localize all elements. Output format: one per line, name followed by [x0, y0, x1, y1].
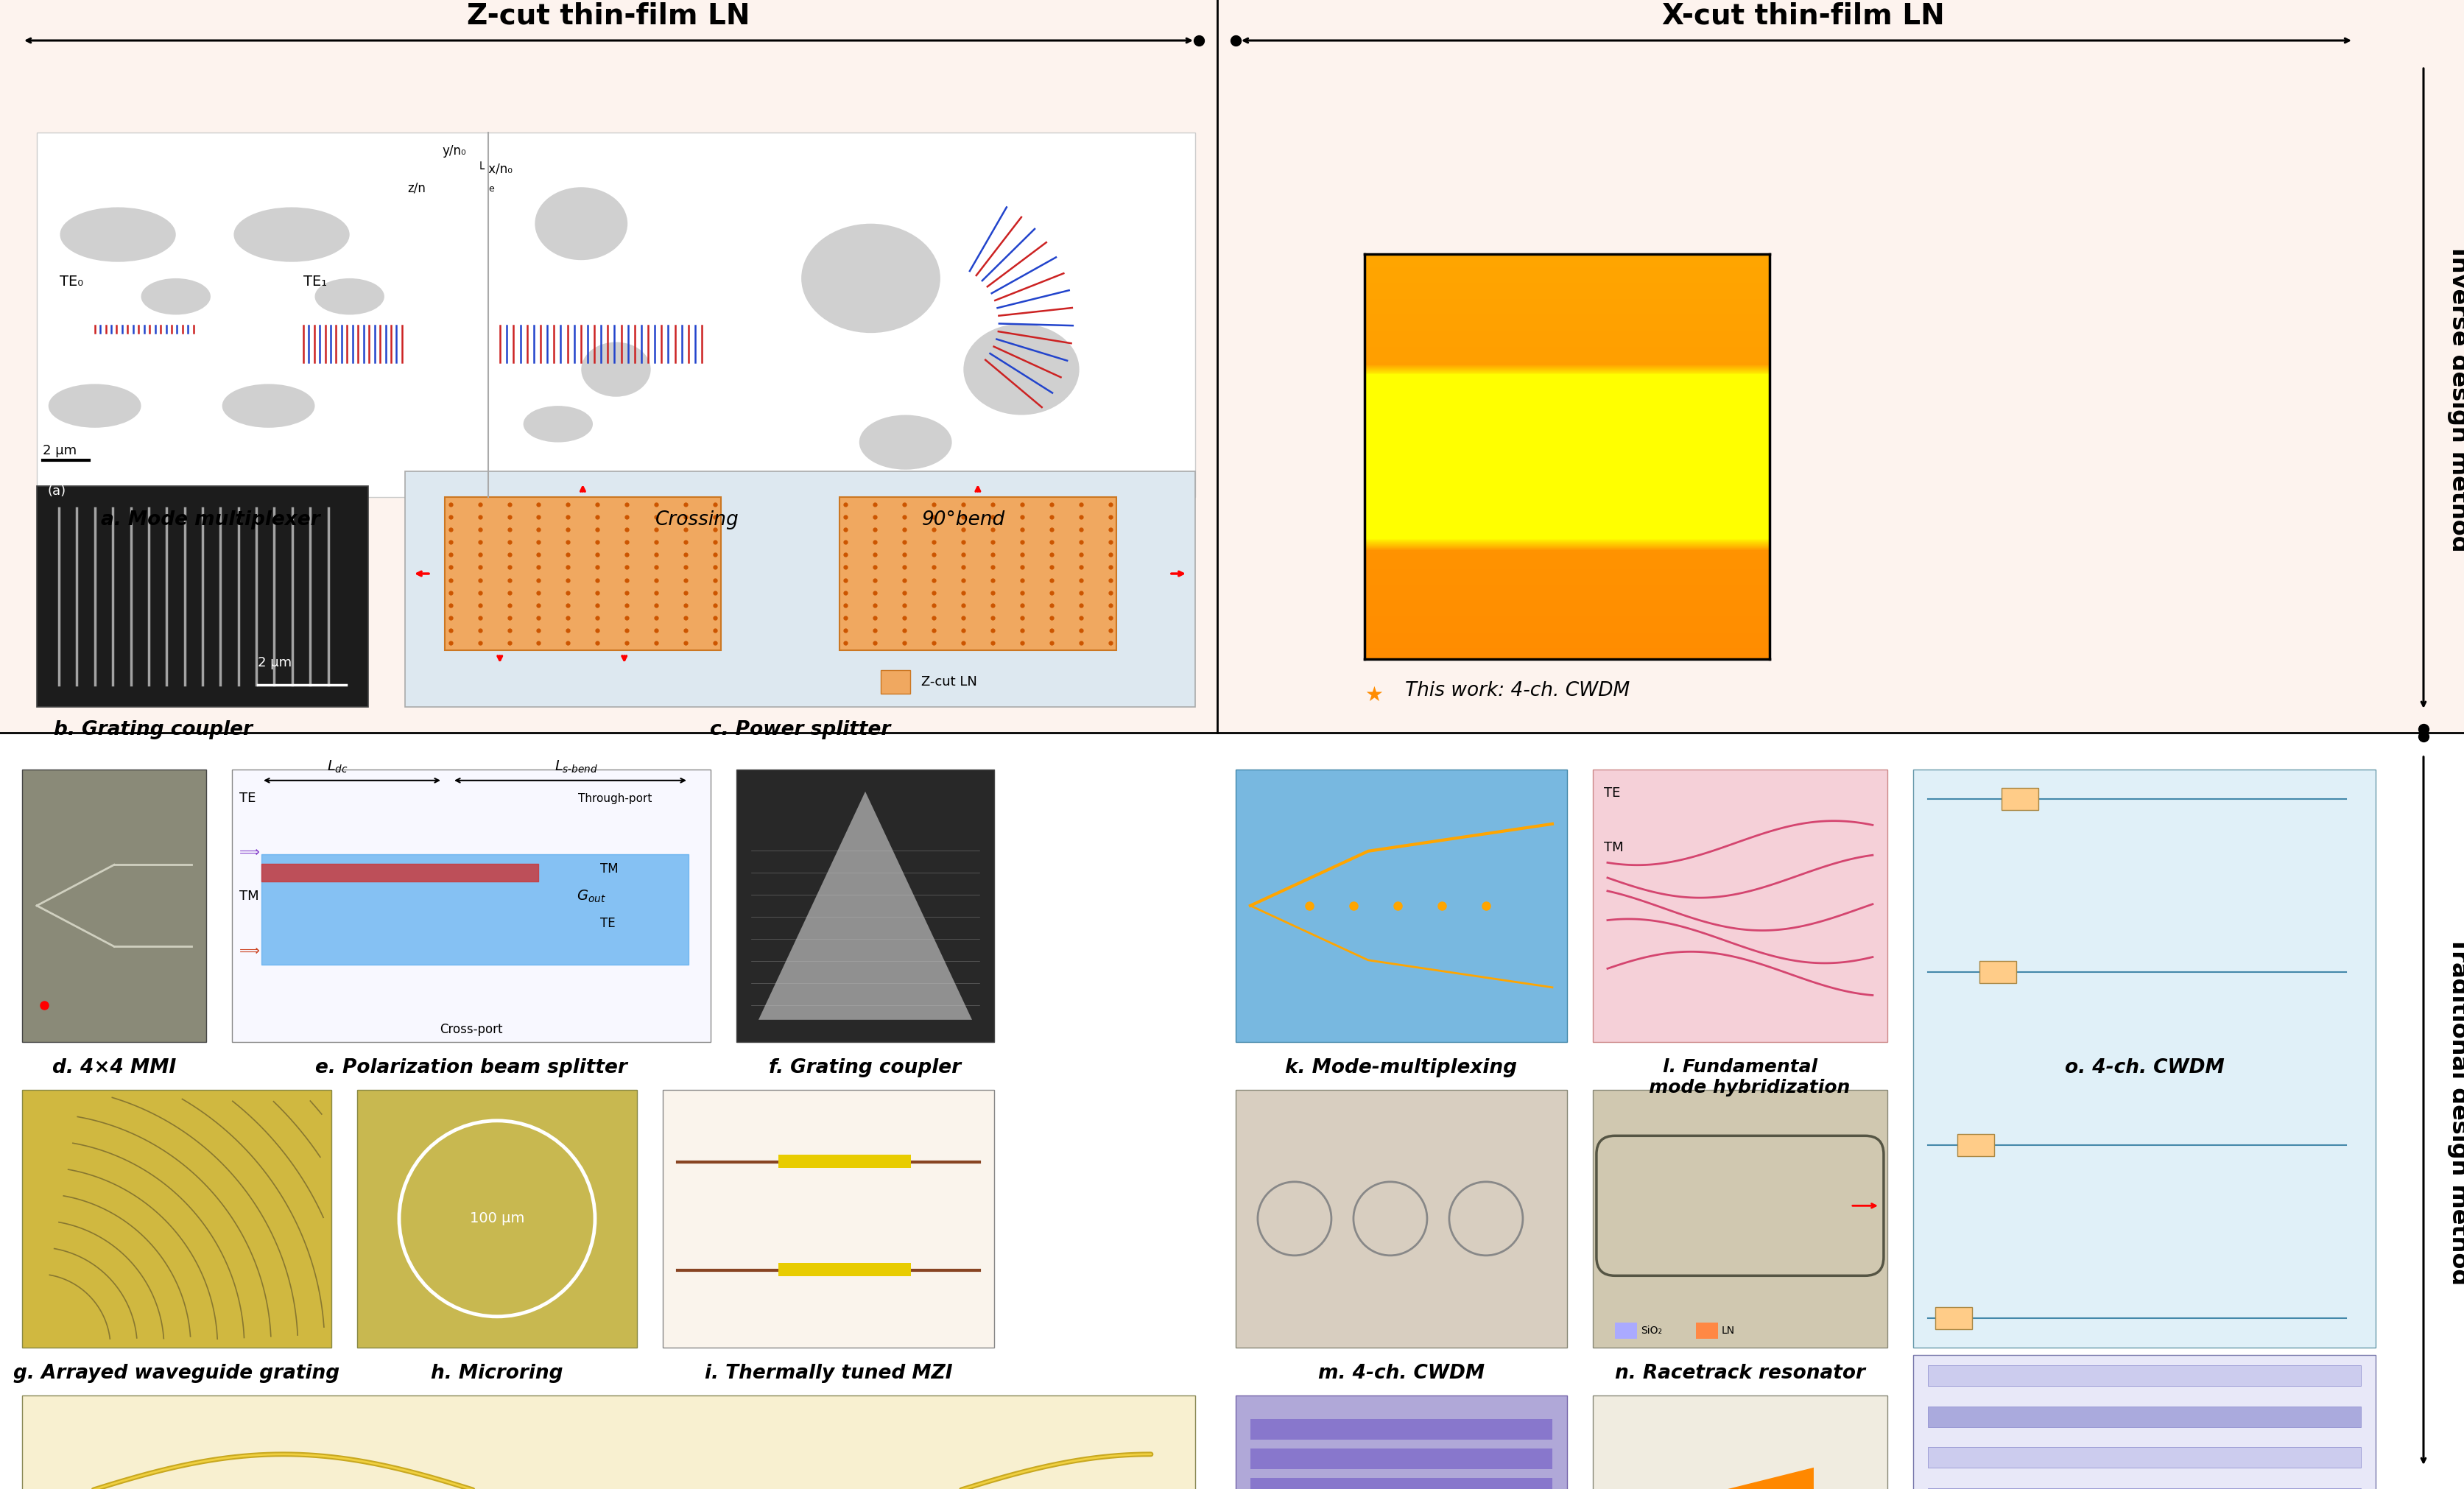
Bar [663, 1090, 993, 1348]
Bar [1249, 1419, 1552, 1440]
Text: Through-port: Through-port [579, 794, 653, 804]
Bar [1614, 1322, 1636, 1339]
Bar [1979, 960, 2016, 983]
Text: l. Fundamental
   mode hybridization: l. Fundamental mode hybridization [1629, 1059, 1850, 1096]
Ellipse shape [140, 278, 209, 314]
Bar [779, 1263, 912, 1276]
Bar [22, 1395, 1195, 1489]
Ellipse shape [963, 323, 1079, 415]
Ellipse shape [582, 342, 650, 396]
Text: Traditional design method: Traditional design method [2447, 937, 2464, 1285]
Ellipse shape [59, 207, 175, 262]
Text: TE: TE [239, 792, 256, 806]
Polygon shape [759, 792, 973, 1020]
Text: Z-cut thin-film LN: Z-cut thin-film LN [468, 1, 749, 30]
Ellipse shape [801, 223, 941, 334]
Bar [37, 133, 1195, 497]
Text: k. Mode-multiplexing: k. Mode-multiplexing [1286, 1059, 1518, 1077]
Bar [1249, 1449, 1552, 1470]
Text: 2 μm: 2 μm [259, 657, 291, 669]
Bar [22, 770, 207, 1042]
Bar [1927, 1447, 2361, 1468]
Text: a. Mode multiplexer: a. Mode multiplexer [101, 511, 320, 530]
Bar [404, 471, 1195, 707]
Text: e: e [488, 185, 495, 194]
Bar [0, 733, 2464, 1489]
Text: TE₁: TE₁ [303, 274, 328, 289]
Text: $L_{s\text{-}bend}$: $L_{s\text{-}bend}$ [554, 759, 599, 774]
Bar [1912, 770, 2375, 1348]
Bar [1927, 1406, 2361, 1426]
Ellipse shape [49, 384, 140, 427]
Text: This work: 4-ch. CWDM: This work: 4-ch. CWDM [1404, 680, 1629, 700]
Text: $L_{dc}$: $L_{dc}$ [328, 759, 347, 774]
Text: m. 4-ch. CWDM: m. 4-ch. CWDM [1318, 1364, 1486, 1383]
Bar [37, 485, 367, 707]
Bar [357, 1090, 638, 1348]
Text: o. 4-ch. CWDM: o. 4-ch. CWDM [2065, 1059, 2225, 1077]
Ellipse shape [522, 406, 594, 442]
Text: Z-cut LN: Z-cut LN [922, 675, 978, 688]
Text: e. Polarization beam splitter: e. Polarization beam splitter [315, 1059, 628, 1077]
Bar [1234, 1090, 1567, 1348]
Bar [1234, 1395, 1567, 1489]
Text: └ x/n₀: └ x/n₀ [478, 162, 513, 176]
Text: TE: TE [601, 917, 616, 931]
Ellipse shape [222, 384, 315, 427]
Text: g. Arrayed waveguide grating: g. Arrayed waveguide grating [15, 1364, 340, 1383]
Bar [737, 770, 993, 1042]
Bar [779, 1154, 912, 1167]
Text: ★: ★ [1365, 685, 1382, 706]
Text: 100 μm: 100 μm [471, 1212, 525, 1225]
Text: X-cut thin-film LN: X-cut thin-film LN [1661, 1, 1944, 30]
Text: TM: TM [239, 890, 259, 904]
Ellipse shape [234, 207, 350, 262]
Bar [882, 670, 912, 694]
Ellipse shape [535, 188, 628, 261]
Bar [1592, 1090, 1887, 1348]
Bar [1956, 1135, 1993, 1155]
Bar [1234, 770, 1567, 1042]
Text: LN: LN [1722, 1325, 1735, 1336]
Text: d. 4×4 MMI: d. 4×4 MMI [52, 1059, 175, 1077]
Text: 2 μm: 2 μm [42, 444, 76, 457]
Text: z/n: z/n [407, 182, 426, 195]
Bar [1927, 1365, 2361, 1386]
Text: Crossing: Crossing [655, 511, 739, 530]
Ellipse shape [860, 415, 951, 469]
Bar [1912, 1355, 2375, 1489]
Bar [1592, 1395, 1887, 1489]
Text: n. Racetrack resonator: n. Racetrack resonator [1614, 1364, 1865, 1383]
Text: i. Thermally tuned MZI: i. Thermally tuned MZI [705, 1364, 954, 1383]
Text: TE: TE [1604, 786, 1621, 800]
Text: TM: TM [601, 862, 618, 876]
Bar [1695, 1322, 1717, 1339]
Text: b. Grating coupler: b. Grating coupler [54, 721, 251, 739]
Polygon shape [1607, 1468, 1814, 1489]
Text: ⟹: ⟹ [239, 944, 259, 957]
Bar [1934, 1307, 1971, 1330]
Bar [232, 770, 710, 1042]
Bar [840, 497, 1116, 651]
Text: TM: TM [1604, 841, 1624, 855]
Bar [22, 1090, 330, 1348]
Text: Inverse design method: Inverse design method [2447, 247, 2464, 552]
Text: h. Microring: h. Microring [431, 1364, 564, 1383]
Text: ⟹: ⟹ [239, 846, 259, 859]
Text: SiO₂: SiO₂ [1641, 1325, 1663, 1336]
Text: (a): (a) [47, 484, 67, 497]
Text: y/n₀: y/n₀ [441, 144, 466, 158]
Bar [1249, 1477, 1552, 1489]
Text: f. Grating coupler: f. Grating coupler [769, 1059, 961, 1077]
Text: Cross-port: Cross-port [439, 1023, 503, 1036]
Bar [2001, 788, 2038, 810]
Bar [444, 497, 722, 651]
Text: 90°bend: 90°bend [922, 511, 1005, 530]
Text: TE₀: TE₀ [59, 274, 84, 289]
Ellipse shape [315, 278, 384, 314]
Text: $G_{out}$: $G_{out}$ [577, 889, 606, 904]
Bar [0, 0, 2464, 733]
Text: c. Power splitter: c. Power splitter [710, 721, 890, 739]
Bar [1592, 770, 1887, 1042]
